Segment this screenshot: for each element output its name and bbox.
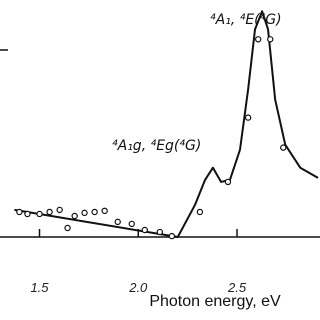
annotation: ⁴A₁, ⁴E(⁴G) [210,12,282,28]
x-tick-label: 2.0 [128,280,148,295]
point [71,212,78,220]
point [196,208,204,216]
point [24,210,31,218]
point [16,208,23,216]
point [267,36,274,43]
annotation: ⁴A₁g, ⁴Eg(⁴G) [112,138,201,154]
point [64,224,71,232]
point [224,178,232,186]
line [14,10,319,238]
point [46,208,53,216]
point [168,232,176,240]
point [141,226,148,234]
point [56,206,63,214]
point [114,218,121,226]
x-axis-label: Photon energy, eV [149,293,281,310]
point [156,228,164,236]
x-tick-label: 1.5 [30,280,49,295]
point [244,114,252,121]
point [128,220,135,228]
point [91,208,98,216]
point [36,210,43,218]
point [81,209,88,217]
point [254,36,262,43]
x-tick-label: 2.5 [227,280,247,295]
point [280,144,287,151]
point [101,207,108,215]
